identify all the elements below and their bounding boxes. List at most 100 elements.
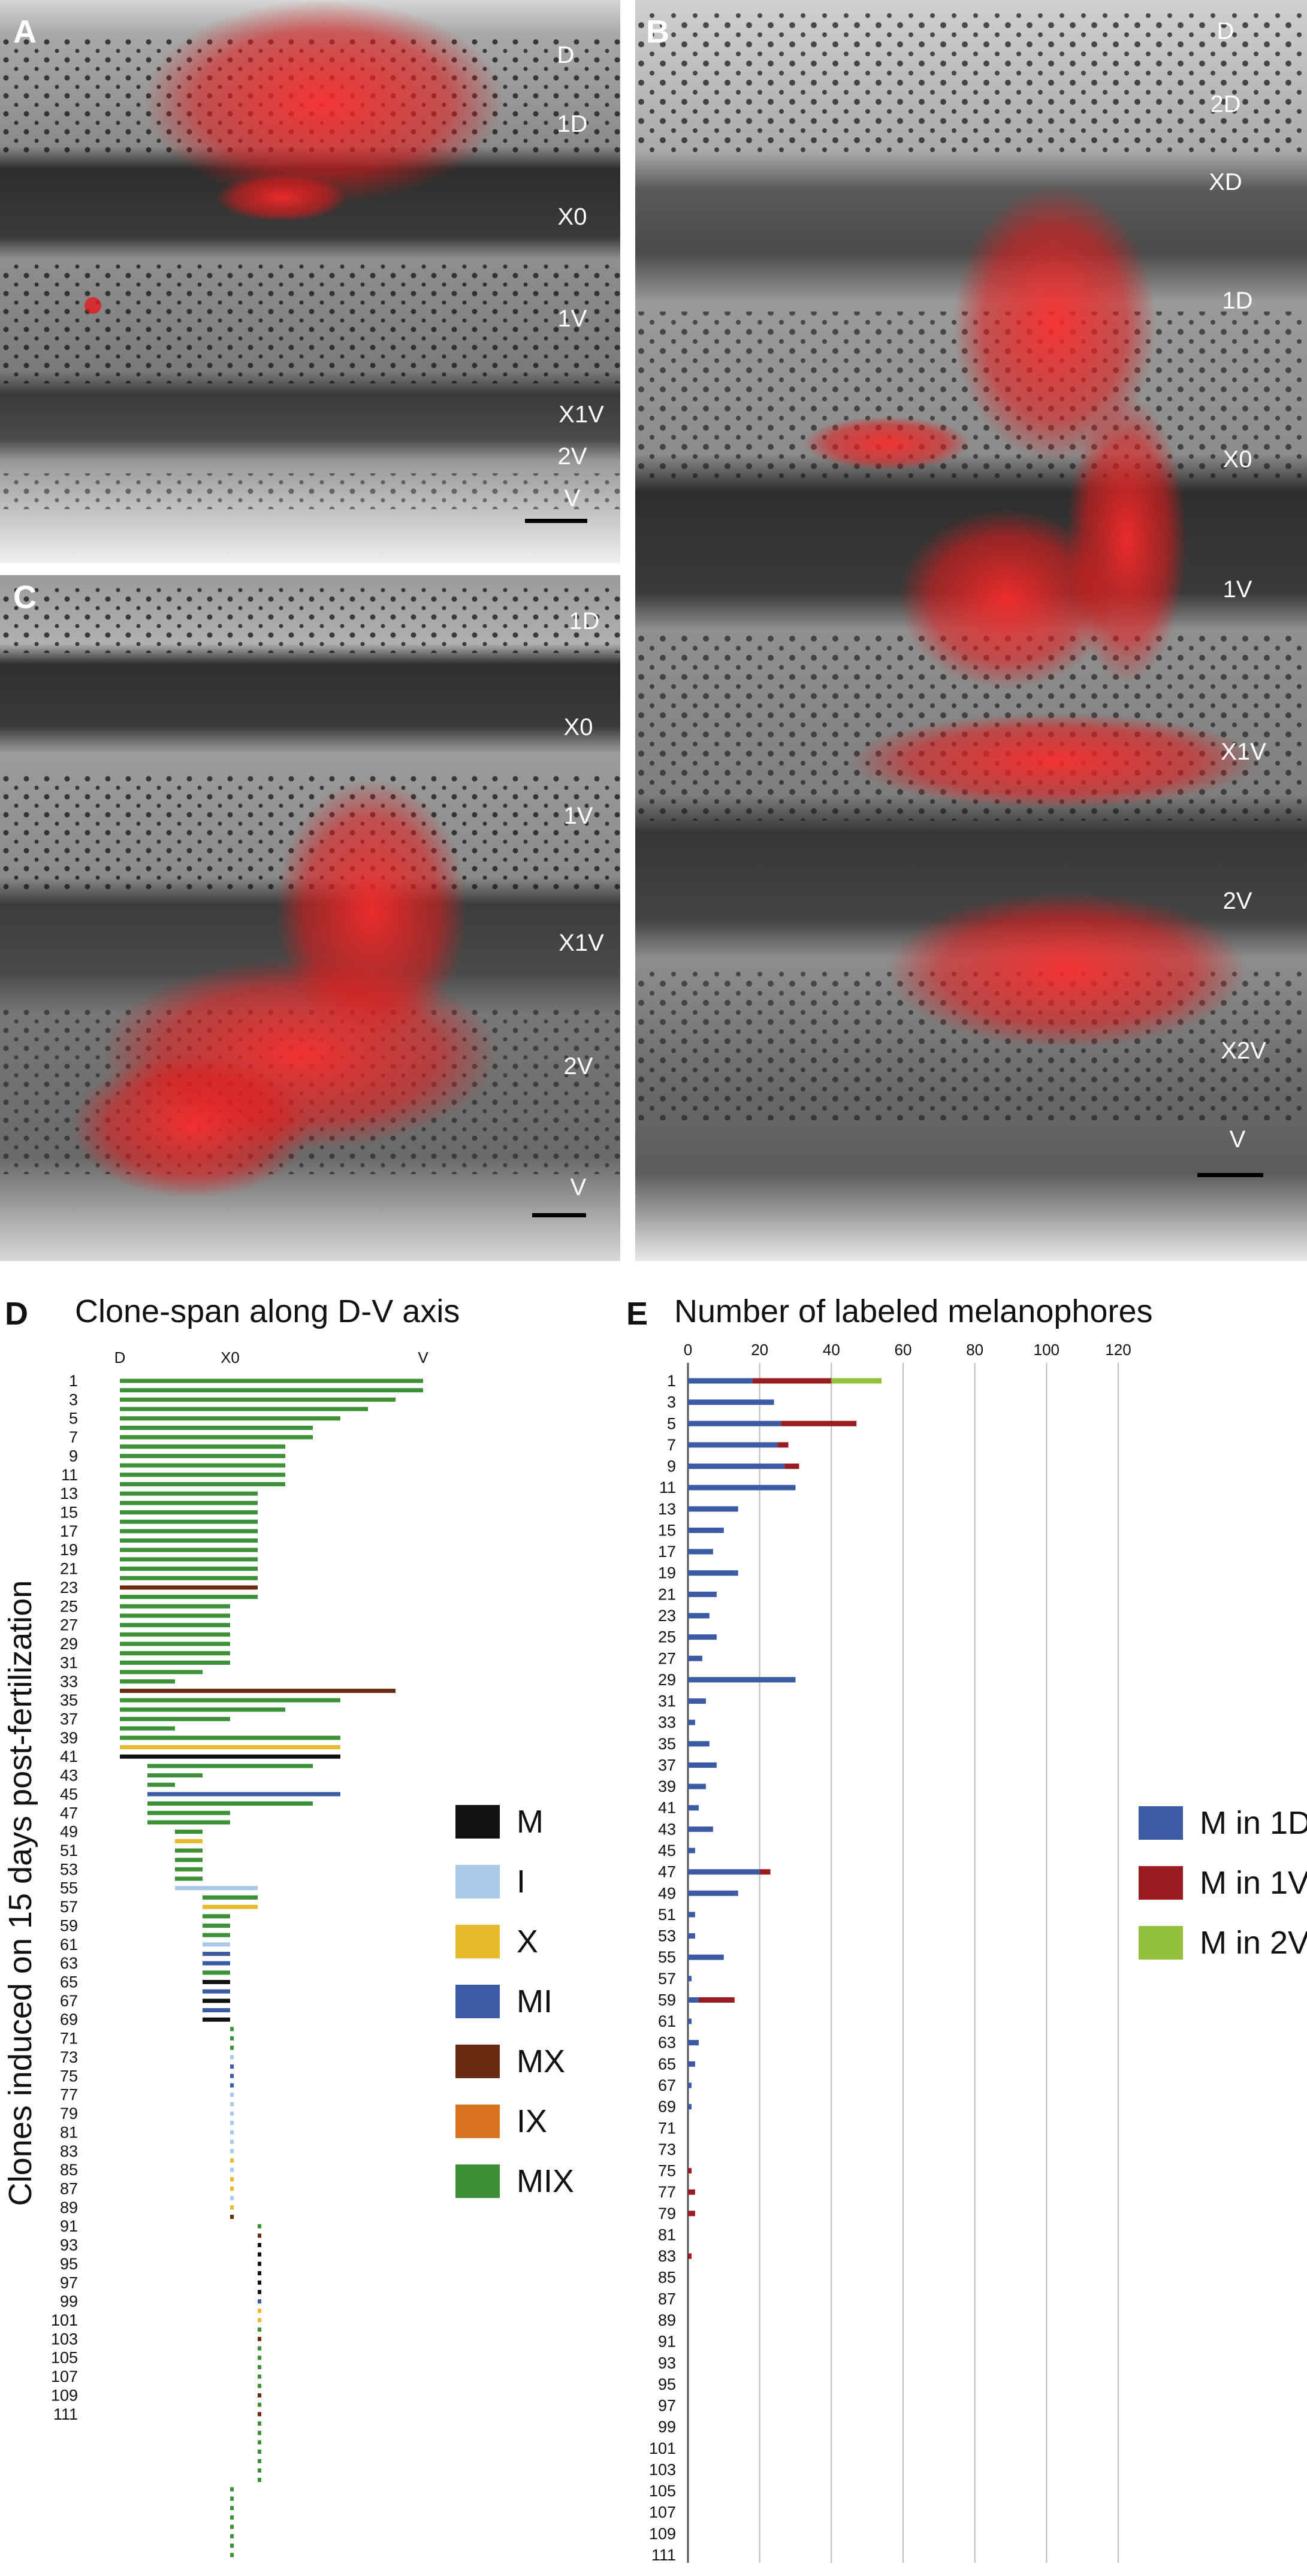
melanophore-bar-m-in-1d bbox=[688, 2018, 692, 2024]
clone-span-bar bbox=[120, 1660, 230, 1665]
clone-span-bar bbox=[258, 2280, 261, 2285]
clone-span-bar bbox=[203, 1998, 230, 2003]
clone-span-bar bbox=[175, 1839, 203, 1843]
chart-e-row-label: 39 bbox=[658, 1777, 676, 1795]
clone-span-bar bbox=[230, 2496, 234, 2501]
chart-d-row-label: 93 bbox=[60, 2236, 78, 2254]
clone-span-bar bbox=[230, 2205, 234, 2210]
clone-span-bar bbox=[175, 1848, 203, 1853]
melanophore-bar-m-in-2v bbox=[831, 1378, 882, 1384]
legend-swatch bbox=[1139, 1926, 1183, 1960]
legend-swatch bbox=[1139, 1806, 1183, 1840]
clone-span-bar bbox=[258, 2468, 261, 2473]
legend-label: MI bbox=[517, 1984, 553, 2019]
melanophore-bar-m-in-1v bbox=[688, 2211, 695, 2217]
chart-e-row-label: 111 bbox=[651, 2546, 676, 2564]
chart-d-row-label: 9 bbox=[69, 1447, 78, 1465]
clone-span-bar bbox=[120, 1641, 230, 1646]
clone-span-bar bbox=[230, 2186, 234, 2191]
clone-span-bar bbox=[258, 2402, 261, 2407]
melanophore-bar-m-in-1v bbox=[759, 1869, 771, 1875]
clone-span-bar bbox=[203, 1951, 230, 1956]
clone-span-bar bbox=[120, 1557, 258, 1562]
panel-a-letter: A bbox=[13, 14, 37, 50]
clone-span-bar bbox=[230, 2083, 234, 2088]
chart-d-row-label: 97 bbox=[60, 2273, 78, 2291]
clone-span-bar bbox=[120, 1585, 258, 1590]
chart-d-axis-label: D bbox=[114, 1349, 126, 1366]
chart-d-row-label: 21 bbox=[60, 1560, 78, 1578]
clone-span-bar bbox=[120, 1604, 230, 1609]
clone-span-bar bbox=[258, 2412, 261, 2417]
melanophore-bar-m-in-1d bbox=[688, 1933, 695, 1939]
chart-d-row-label: 105 bbox=[51, 2349, 78, 2367]
chart-e-row-label: 89 bbox=[658, 2311, 676, 2329]
legend-item-mi: MI bbox=[455, 1983, 553, 2020]
panel-b-region-label: V bbox=[1229, 1126, 1246, 1153]
chart-e-row-label: 81 bbox=[658, 2226, 676, 2244]
panel-b-region-label: 1D bbox=[1222, 288, 1253, 314]
chart-d-row-label: 81 bbox=[60, 2123, 78, 2141]
legend-label: M in 1V bbox=[1200, 1865, 1307, 1901]
melanophore-bar-m-in-1d bbox=[688, 1805, 699, 1811]
chart-d-row-label: 65 bbox=[60, 1973, 78, 1991]
melanophore-bar-m-in-1d bbox=[688, 1634, 717, 1640]
melanophore-bar-m-in-1d bbox=[688, 1848, 695, 1854]
clone-span-bar bbox=[120, 1688, 396, 1693]
chart-e-row-label: 97 bbox=[658, 2397, 676, 2415]
melanophore-bar-m-in-1d bbox=[688, 1698, 706, 1704]
melanophore-bar-m-in-1d bbox=[688, 1890, 738, 1896]
chart-e-row-label: 77 bbox=[658, 2183, 676, 2201]
clone-span-bar bbox=[120, 1613, 230, 1618]
chart-d-row-label: 49 bbox=[60, 1823, 78, 1841]
chart-d-row-label: 43 bbox=[60, 1767, 78, 1785]
clone-span-bar bbox=[120, 1547, 258, 1552]
chart-d-row-label: 79 bbox=[60, 2105, 78, 2123]
legend-item-i: I bbox=[455, 1863, 526, 1900]
chart-e-row-label: 75 bbox=[658, 2162, 676, 2180]
chart-e-row-label: 35 bbox=[658, 1735, 676, 1753]
clone-span-bar bbox=[230, 2093, 234, 2097]
chart-e-row-label: 43 bbox=[658, 1820, 676, 1838]
melanophore-bar-m-in-1d bbox=[688, 1741, 710, 1747]
legend-swatch bbox=[1139, 1866, 1183, 1900]
chart-d-row-label: 67 bbox=[60, 1992, 78, 2010]
chart-e-row-label: 99 bbox=[658, 2418, 676, 2436]
clone-span-bar bbox=[120, 1425, 313, 1430]
legend-swatch bbox=[455, 1925, 500, 1958]
clone-span-bar bbox=[120, 1491, 258, 1496]
legend-swatch bbox=[455, 2164, 500, 2198]
clone-span-bar bbox=[203, 1942, 230, 1947]
melanophore-bar-m-in-1d bbox=[688, 1399, 774, 1405]
legend-swatch bbox=[455, 2045, 500, 2078]
clone-span-bar bbox=[120, 1397, 396, 1402]
chart-e-row-label: 45 bbox=[658, 1842, 676, 1860]
clone-span-bar bbox=[203, 1923, 230, 1928]
legend-swatch bbox=[455, 2105, 500, 2138]
panel-c-letter: C bbox=[13, 579, 37, 615]
legend-item-m-in-2v: M in 2V bbox=[1139, 1924, 1307, 1961]
chart-e-row-label: 49 bbox=[658, 1884, 676, 1902]
chart-d-row-label: 109 bbox=[51, 2386, 78, 2404]
melanophore-bar-m-in-1d bbox=[688, 1549, 713, 1555]
melanophore-bar-m-in-1d bbox=[688, 1954, 724, 1960]
clone-span-bar bbox=[147, 1801, 313, 1806]
chart-d-row-label: 51 bbox=[60, 1842, 78, 1860]
panel-b-letter: B bbox=[646, 14, 669, 50]
chart-d-row-label: 7 bbox=[69, 1428, 78, 1446]
panel-a-region-label: 2V bbox=[557, 443, 587, 470]
melanophore-bar-m-in-1d bbox=[688, 1762, 717, 1768]
clone-span-bar bbox=[230, 2130, 234, 2134]
chart-d-y-axis-label: Clones induced on 15 days post-fertiliza… bbox=[2, 1580, 38, 2206]
chart-d-row-label: 31 bbox=[60, 1653, 78, 1671]
clone-span-bar bbox=[120, 1529, 258, 1534]
clone-span-bar bbox=[258, 2308, 261, 2313]
chart-e-row-label: 85 bbox=[658, 2269, 676, 2287]
chart-d-row-label: 87 bbox=[60, 2179, 78, 2197]
clone-span-bar bbox=[120, 1670, 203, 1674]
chart-d-row-label: 33 bbox=[60, 1673, 78, 1691]
clone-span-bar bbox=[230, 2553, 234, 2557]
legend-label: I bbox=[517, 1864, 526, 1900]
panel-a: A D 1D X0 1V X1V 2V V bbox=[0, 0, 620, 563]
chart-e-row-label: 103 bbox=[649, 2460, 676, 2478]
